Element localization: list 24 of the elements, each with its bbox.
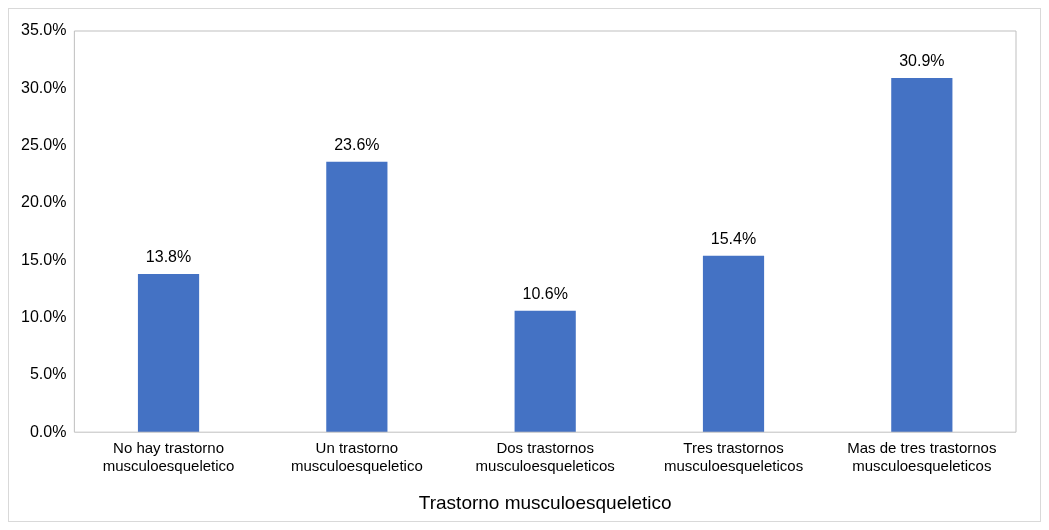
y-tick-label: 20.0% <box>20 193 67 211</box>
x-tick-label: Dos trastornos musculoesqueleticos <box>475 439 615 475</box>
bar <box>326 161 388 433</box>
data-label: 10.6% <box>522 285 568 303</box>
data-label: 23.6% <box>334 136 380 154</box>
y-tick-label: 5.0% <box>29 365 67 383</box>
data-label: 30.9% <box>899 52 945 70</box>
y-tick-label: 25.0% <box>20 136 67 154</box>
x-tick-label: Tres trastornos musculoesqueleticos <box>663 439 804 475</box>
bar <box>891 78 953 433</box>
bar <box>702 255 765 433</box>
bar <box>514 310 576 433</box>
x-tick-label: No hay trastorno musculoesqueletico <box>102 439 235 475</box>
y-tick-label: 15.0% <box>20 250 67 268</box>
data-label: 15.4% <box>710 230 757 248</box>
y-tick-label: 35.0% <box>20 21 67 39</box>
x-tick-label: Mas de tres trastornos musculoesqueleticos <box>847 439 997 475</box>
bar <box>137 274 200 433</box>
x-axis-title: Trastorno musculoesqueletico <box>418 491 672 513</box>
y-tick-label: 30.0% <box>20 78 67 96</box>
x-tick-label: Un trastorno musculoesqueletico <box>290 439 423 475</box>
data-label: 13.8% <box>145 248 192 266</box>
y-tick-label: 0.0% <box>29 422 67 440</box>
y-tick-label: 10.0% <box>20 307 67 325</box>
